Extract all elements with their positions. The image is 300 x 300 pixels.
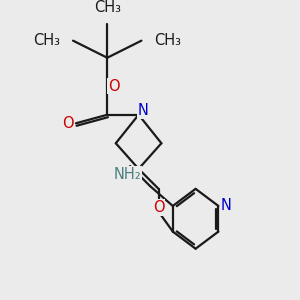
Text: NH₂: NH₂ — [113, 167, 141, 182]
Text: O: O — [153, 200, 164, 215]
Text: N: N — [221, 199, 232, 214]
Text: CH₃: CH₃ — [154, 33, 181, 48]
Text: N: N — [137, 103, 148, 118]
Text: O: O — [62, 116, 74, 131]
Text: CH₃: CH₃ — [33, 33, 60, 48]
Text: O: O — [108, 79, 119, 94]
Text: CH₃: CH₃ — [94, 0, 121, 15]
